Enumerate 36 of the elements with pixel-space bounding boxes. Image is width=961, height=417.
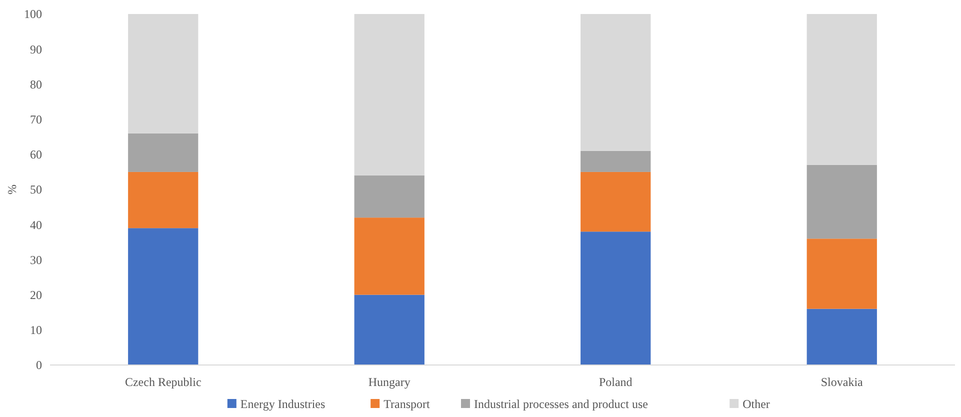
bar [128,14,198,134]
y-tick-label: 100 [24,7,42,22]
x-tick-label: Hungary [368,375,410,389]
bar [806,14,877,165]
y-tick-label: 20 [30,288,42,302]
x-tick-label: Poland [598,375,632,389]
y-tick-label: 0 [36,358,42,372]
bar [128,228,198,365]
y-axis-title: % [5,184,19,194]
legend-label: Transport [384,397,430,411]
bar [806,164,877,239]
y-tick-label: 50 [30,182,42,197]
bar [580,232,651,365]
bar [580,172,651,232]
y-tick-label: 60 [30,148,42,162]
y-tick-label: 10 [30,323,42,338]
bar [580,14,651,151]
x-tick-label: Czech Republic [124,375,202,389]
bar [354,175,424,218]
y-tick-label: 80 [30,77,42,92]
bar [128,133,198,172]
legend-label: Other [742,397,770,411]
legend-label: Energy Industries [240,397,326,411]
legend-label: Industrial processes and product use [474,397,648,411]
bar [806,308,877,365]
bar [354,218,424,295]
y-tick-label: 40 [30,218,42,232]
bar [354,294,424,365]
y-tick-label: 90 [30,42,42,56]
bar [128,172,198,228]
bar [806,238,877,309]
y-tick-label: 70 [30,112,42,126]
bar [580,150,651,172]
y-tick-label: 30 [30,252,42,267]
bar [354,14,424,176]
x-tick-label: Slovakia [820,375,864,389]
